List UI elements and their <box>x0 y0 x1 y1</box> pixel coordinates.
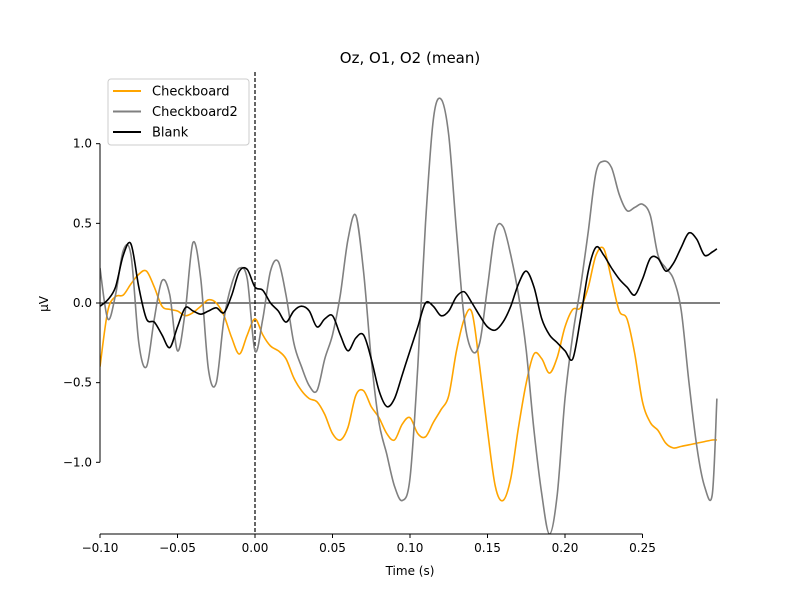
x-tick-label: −0.05 <box>159 541 196 555</box>
chart-title: Oz, O1, O2 (mean) <box>340 49 480 67</box>
axes: −0.10 −0.05 0.00 0.05 0.10 0.15 0.20 0.25 −1.0 −0… <box>63 137 656 555</box>
series-line-checkboard2 <box>100 97 718 534</box>
legend: Checkboard Checkboard2 Blank <box>107 78 250 146</box>
series-line-blank <box>100 231 718 408</box>
y-tick-label: 1.0 <box>73 137 92 151</box>
x-tick-label: 0.15 <box>474 541 501 555</box>
x-tick-label: 0.00 <box>242 541 269 555</box>
y-tick-label: 0.0 <box>73 296 92 310</box>
legend-label-checkboard2: Checkboard2 <box>152 105 238 120</box>
x-tick-label: 0.10 <box>397 541 424 555</box>
x-tick-label: 0.20 <box>552 541 579 555</box>
y-axis-label: µV <box>37 295 51 312</box>
legend-box <box>107 78 250 146</box>
y-tick-label: 0.5 <box>73 216 92 230</box>
x-tick-label: 0.25 <box>629 541 656 555</box>
plot-area <box>100 72 720 534</box>
x-tick-label: −0.10 <box>82 541 119 555</box>
legend-label-checkboard: Checkboard <box>152 85 230 100</box>
legend-label-blank: Blank <box>152 126 189 141</box>
y-tick-label: −1.0 <box>63 455 92 469</box>
x-tick-label: 0.05 <box>319 541 346 555</box>
x-axis-label: Time (s) <box>385 564 435 578</box>
y-tick-label: −0.5 <box>63 376 92 390</box>
